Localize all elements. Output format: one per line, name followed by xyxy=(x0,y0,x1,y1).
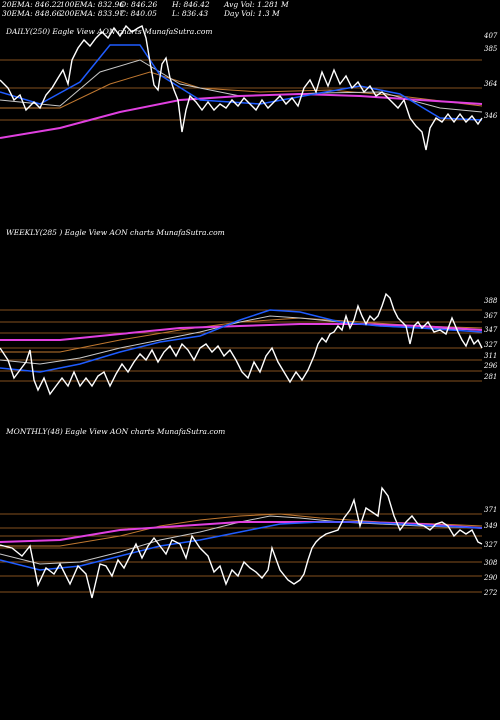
stat-100ema: 100EMA: 832.96 xyxy=(60,0,125,9)
weekly-y-tick-label: 296 xyxy=(483,362,498,370)
stat-day-vol: Day Vol: 1.3 M xyxy=(224,9,280,18)
daily-panel-title: DAILY(250) Eagle View AON charts MunafaS… xyxy=(6,27,213,36)
weekly-y-tick-label: 311 xyxy=(484,352,497,360)
stat-30ema: 30EMA: 848.66 xyxy=(2,9,62,18)
stat-open: O: 846.26 xyxy=(120,0,158,9)
weekly-y-tick-label: 388 xyxy=(484,297,498,305)
weekly-y-tick-label: 281 xyxy=(483,373,497,381)
weekly-y-tick-label: 327 xyxy=(484,341,498,349)
daily-panel: 407 385 364 346 xyxy=(0,24,498,151)
weekly-panel-title: WEEKLY(285 ) Eagle View AON charts Munaf… xyxy=(6,228,225,237)
monthly-y-tick-label: 349 xyxy=(484,522,498,530)
stats-header: 20EMA: 846.22 100EMA: 832.96 O: 846.26 H… xyxy=(2,0,302,20)
monthly-price-line xyxy=(0,486,483,599)
monthly-y-tick-label: 371 xyxy=(484,506,497,514)
weekly-price-line xyxy=(0,292,483,396)
stat-high: H: 846.42 xyxy=(172,0,210,9)
daily-price-line xyxy=(0,24,483,151)
daily-y-tick-label: 346 xyxy=(484,112,498,120)
daily-ema-fast-line xyxy=(0,44,483,121)
monthly-y-tick-label: 290 xyxy=(483,574,498,582)
monthly-panel-title: MONTHLY(48) Eagle View AON charts Munafa… xyxy=(6,427,226,436)
daily-y-tick-label: 385 xyxy=(484,45,498,53)
weekly-ema-long-line xyxy=(0,323,483,341)
daily-y-tick-label: 407 xyxy=(483,32,498,40)
weekly-y-tick-label: 367 xyxy=(484,312,498,320)
weekly-ema-fast-line xyxy=(0,309,483,373)
weekly-y-tick-label: 347 xyxy=(484,326,498,334)
weekly-panel: 388 367 347 327 311 296 281 xyxy=(0,292,498,396)
daily-ema-long-line xyxy=(0,92,483,139)
stat-avg-vol: Avg Vol: 1.281 M xyxy=(224,0,289,9)
stat-200ema: 200EMA: 833.97 xyxy=(60,9,125,18)
monthly-ema-fast-line xyxy=(0,521,483,571)
stat-low: L: 836.43 xyxy=(172,9,209,18)
monthly-y-tick-label: 308 xyxy=(484,559,498,567)
stat-20ema: 20EMA: 846.22 xyxy=(2,0,62,9)
weekly-ema-slow-line xyxy=(0,317,483,353)
monthly-y-tick-label: 327 xyxy=(484,541,498,549)
stat-close: C: 840.05 xyxy=(120,9,157,18)
daily-y-tick-label: 364 xyxy=(484,80,497,88)
monthly-panel: 371 349 327 308 290 272 xyxy=(0,486,498,599)
monthly-y-tick-label: 272 xyxy=(483,589,498,597)
